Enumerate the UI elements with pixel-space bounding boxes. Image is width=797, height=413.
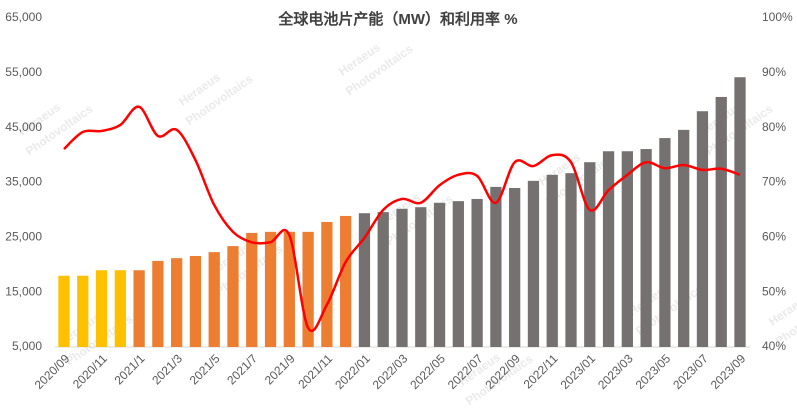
- bar: [565, 173, 577, 347]
- x-tick-label: 2023/01: [558, 351, 599, 392]
- bar: [58, 275, 70, 347]
- x-tick-label: 2023/09: [708, 351, 749, 392]
- x-tick-label: 2021/5: [187, 351, 223, 387]
- bar: [659, 138, 671, 347]
- bar: [509, 187, 521, 347]
- bar: [152, 260, 164, 347]
- y-tick-label: 45,000: [5, 120, 42, 134]
- bar: [546, 174, 558, 347]
- bar: [452, 201, 464, 347]
- x-tick-label: 2021/11: [295, 351, 335, 391]
- bar: [227, 246, 239, 347]
- x-tick-label: 2021/7: [224, 351, 260, 387]
- bar: [358, 213, 371, 347]
- bar: [584, 162, 596, 347]
- x-tick-label: 2022/05: [407, 351, 448, 392]
- bar: [208, 252, 220, 347]
- bar: [471, 198, 483, 347]
- bar: [715, 96, 727, 348]
- x-tick-label: 2022/03: [370, 351, 411, 392]
- bar: [490, 186, 502, 347]
- bar: [678, 129, 690, 347]
- x-tick-label: 2023/03: [595, 351, 636, 392]
- bar: [396, 208, 408, 347]
- y2-tick-label: 70%: [762, 175, 786, 189]
- y-tick-label: 55,000: [5, 65, 42, 79]
- bar: [415, 207, 427, 347]
- bar: [189, 255, 202, 347]
- x-tick-label: 2023/05: [633, 351, 674, 392]
- y2-tick-label: 80%: [762, 120, 786, 134]
- x-tick-label: 2023/07: [670, 351, 711, 392]
- y2-tick-label: 100%: [762, 10, 793, 24]
- bar: [264, 231, 277, 347]
- chart-title: 全球电池片产能（MW）和利用率 %: [277, 10, 517, 28]
- y-tick-label: 15,000: [5, 284, 42, 298]
- y-tick-label: 65,000: [5, 10, 42, 24]
- bar: [377, 212, 389, 347]
- y2-tick-label: 40%: [762, 339, 786, 353]
- bar: [283, 231, 295, 347]
- bar: [95, 270, 108, 347]
- bar: [321, 221, 333, 347]
- bar: [640, 149, 652, 347]
- bar: [527, 180, 540, 347]
- bar: [602, 151, 615, 347]
- x-tick-label: 2022/01: [332, 351, 373, 392]
- line: [63, 105, 741, 332]
- bar: [621, 151, 633, 347]
- bar: [246, 232, 258, 347]
- bar: [171, 258, 183, 347]
- y-tick-label: 35,000: [5, 175, 42, 189]
- bar: [433, 202, 446, 347]
- bar: [696, 111, 709, 347]
- bar: [77, 275, 89, 347]
- y2-tick-label: 60%: [762, 230, 786, 244]
- x-tick-label: 2021/9: [262, 351, 298, 387]
- bar: [340, 215, 352, 347]
- x-tick-label: 2020/09: [32, 351, 73, 392]
- bar: [133, 270, 145, 347]
- x-tick-label: 2021/3: [149, 351, 185, 387]
- y2-tick-label: 90%: [762, 65, 786, 79]
- y-tick-label: 5,000: [12, 339, 42, 353]
- y-tick-label: 25,000: [5, 230, 42, 244]
- bar: [302, 231, 314, 347]
- bar: [734, 77, 746, 347]
- x-tick-label: 2021/1: [112, 351, 148, 387]
- bar: [114, 270, 126, 347]
- y2-tick-label: 50%: [762, 284, 786, 298]
